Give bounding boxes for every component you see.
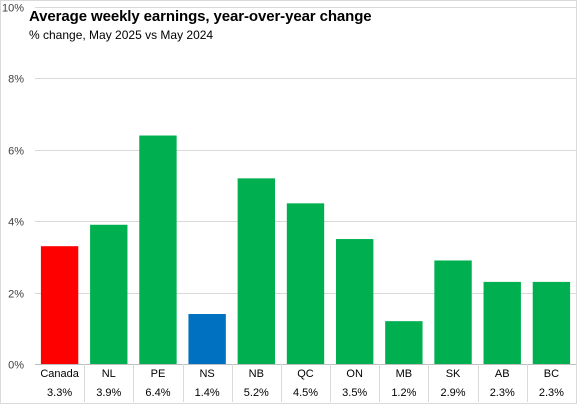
value-label: 3.3% [47, 387, 72, 399]
x-tick-label: SK [446, 368, 461, 380]
bar-bc [532, 281, 571, 364]
x-tick-label: NB [249, 368, 264, 380]
chart-subtitle: % change, May 2025 vs May 2024 [29, 28, 214, 42]
x-tick-label: NS [199, 368, 214, 380]
x-tick-label: Canada [40, 368, 79, 380]
value-label: 3.5% [342, 387, 367, 399]
value-label: 2.3% [539, 387, 564, 399]
value-label: 3.9% [96, 387, 121, 399]
value-label: 1.2% [391, 387, 416, 399]
bar-nb [237, 178, 276, 364]
y-tick-label: 10% [2, 3, 24, 15]
bar-qc [286, 203, 325, 364]
chart-title: Average weekly earnings, year-over-year … [29, 8, 372, 25]
value-label: 2.9% [441, 387, 466, 399]
bar-on [335, 239, 374, 364]
value-label: 2.3% [490, 387, 515, 399]
x-tick-label: QC [297, 368, 314, 380]
value-label: 6.4% [145, 387, 170, 399]
x-axis-labels: Canada 3.3% NL 3.9% PE 6.4% NS 1.4% NB 5.2% QC 4.5%… [40, 364, 564, 402]
bar-pe [139, 135, 177, 364]
x-tick-label: NL [102, 368, 116, 380]
bar-mb [385, 321, 423, 364]
value-label: 4.5% [293, 387, 318, 399]
value-label: 5.2% [244, 387, 269, 399]
x-tick-label: BC [544, 368, 559, 380]
y-tick-label: 0% [8, 360, 24, 372]
x-tick-label: ON [346, 368, 363, 380]
y-tick-label: 2% [8, 289, 24, 301]
bar-canada [40, 246, 79, 364]
y-axis-ticks: 0% 2% 4% 6% 8% 10% [2, 3, 24, 372]
x-tick-label: PE [151, 368, 166, 380]
y-tick-label: 6% [8, 146, 24, 158]
bar-nl [90, 224, 128, 364]
x-tick-label: AB [495, 368, 510, 380]
bar-ns [188, 314, 226, 364]
y-tick-label: 8% [8, 74, 24, 86]
bar-ab [483, 281, 521, 364]
bar-sk [434, 260, 472, 364]
value-label: 1.4% [195, 387, 220, 399]
x-tick-label: MB [396, 368, 413, 380]
bars [40, 135, 571, 364]
y-tick-label: 4% [8, 217, 24, 229]
